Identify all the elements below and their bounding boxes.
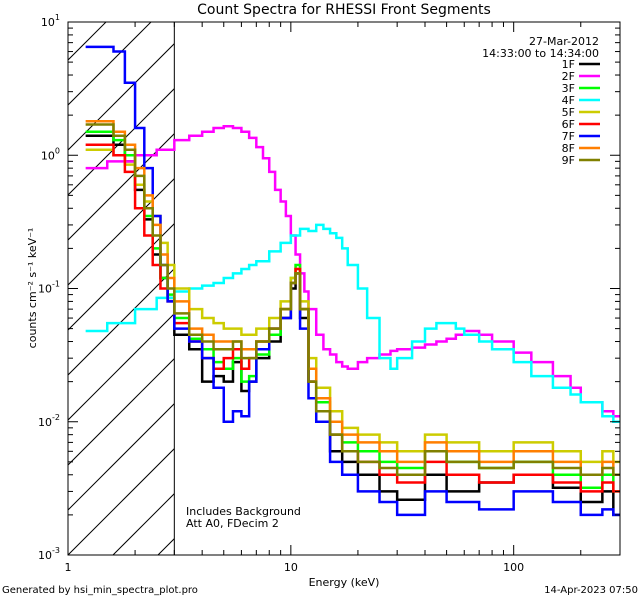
legend-label-5F: 5F	[562, 106, 575, 119]
legend-label-8F: 8F	[562, 142, 575, 155]
annotation-attenuator: Att A0, FDecim 2	[186, 517, 279, 530]
legend-label-3F: 3F	[562, 82, 575, 95]
hatched-region	[68, 22, 175, 555]
hatch-line	[68, 222, 175, 331]
hatch-line	[68, 87, 175, 196]
hatch-line	[68, 267, 175, 376]
date-label: 27-Mar-2012	[529, 35, 599, 48]
legend-label-6F: 6F	[562, 118, 575, 131]
hatch-line	[68, 22, 107, 61]
series-line-6F	[85, 143, 620, 493]
y-tick-label: 101	[41, 13, 60, 29]
x-tick-label: 1	[65, 561, 72, 574]
series-line-9F	[85, 123, 620, 477]
generated-by-text: Generated by hsi_min_spectra_plot.pro	[2, 585, 198, 596]
x-axis-label: Energy (keV)	[309, 576, 380, 589]
x-tick-label: 100	[503, 561, 524, 574]
series-line-5F	[85, 148, 620, 464]
hatch-line	[68, 402, 175, 511]
legend-label-2F: 2F	[562, 70, 575, 83]
time-range-label: 14:33:00 to 14:34:00	[482, 47, 599, 60]
y-tick-label: 100	[41, 146, 60, 162]
y-axis-label: counts cm⁻² s⁻¹ keV⁻¹	[26, 228, 39, 349]
footer-timestamp: 14-Apr-2023 07:50	[544, 585, 638, 596]
legend-label-1F: 1F	[562, 58, 575, 71]
hatch-line	[68, 42, 175, 151]
legend-label-7F: 7F	[562, 130, 575, 143]
chart-title: Count Spectra for RHESSI Front Segments	[197, 2, 491, 18]
series-line-4F	[85, 223, 620, 423]
y-tick-label: 10-2	[38, 413, 60, 429]
y-tick-label: 10-3	[38, 546, 60, 562]
y-tick-label: 10-1	[38, 280, 60, 296]
annotation-background: Includes Background	[186, 505, 301, 518]
series-line-2F	[85, 125, 620, 418]
legend-label-4F: 4F	[562, 94, 575, 107]
series-line-3F	[85, 130, 620, 493]
hatch-line	[68, 447, 175, 555]
x-tick-label: 10	[284, 561, 298, 574]
series-line-1F	[85, 134, 620, 517]
legend-label-9F: 9F	[562, 154, 575, 167]
series-line-7F	[85, 45, 620, 517]
